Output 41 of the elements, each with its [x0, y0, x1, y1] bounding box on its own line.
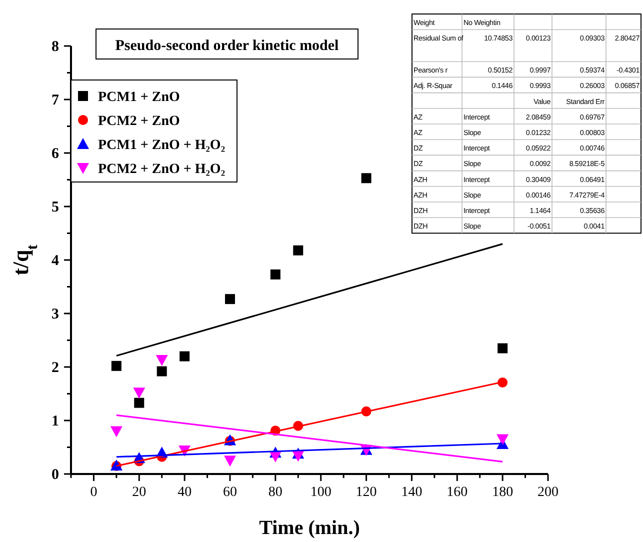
- x-tick-label: 100: [310, 485, 332, 500]
- point: [270, 269, 280, 280]
- y-tick-label: 8: [52, 39, 59, 55]
- point: [111, 360, 122, 371]
- y-tick-label: 0: [52, 467, 59, 483]
- point: [361, 173, 372, 184]
- x-tick-label: 180: [492, 485, 514, 500]
- legend-label: PCM1 + ZnO: [98, 90, 180, 105]
- chart-title: Pseudo-second order kinetic model: [115, 38, 339, 54]
- y-tick-label: 2: [52, 360, 59, 376]
- y-tick-label: 6: [52, 146, 60, 162]
- point: [180, 351, 190, 362]
- point: [134, 398, 144, 408]
- x-tick-label: 140: [401, 485, 422, 500]
- point: [498, 343, 508, 354]
- x-axis-title: Time (min.): [259, 517, 360, 539]
- point: [156, 366, 167, 376]
- x-tick-label: 40: [178, 485, 192, 500]
- x-tick-label: 160: [446, 485, 468, 500]
- point: [292, 450, 304, 462]
- x-tick-label: 200: [538, 485, 558, 500]
- point: [133, 388, 146, 399]
- x-tick-label: 120: [356, 485, 377, 500]
- legend-label: PCM2 + ZnO + H₂O₂: [98, 162, 226, 177]
- x-tick-label: 20: [132, 485, 146, 500]
- point: [225, 294, 235, 304]
- point: [224, 456, 236, 467]
- y-tick-label: 5: [52, 200, 59, 216]
- point: [110, 426, 122, 438]
- legend-label: PCM2 + ZnO: [98, 114, 180, 129]
- point: [496, 434, 509, 446]
- y-tick-label: 4: [52, 253, 60, 269]
- y-tick-label: 7: [52, 92, 60, 108]
- x-tick-label: 80: [268, 485, 282, 500]
- legend-label: PCM1 + ZnO + H₂O₂: [98, 138, 226, 153]
- y-tick-label: 3: [52, 306, 59, 322]
- x-tick-label: 60: [223, 485, 237, 500]
- point: [156, 355, 168, 366]
- y-tick-label: 1: [52, 414, 59, 430]
- point: [293, 245, 304, 256]
- x-tick-label: 0: [90, 485, 98, 500]
